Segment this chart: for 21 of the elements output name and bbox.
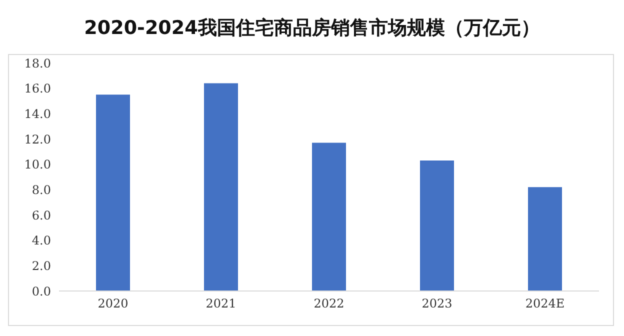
y-tick-label: 14.0 bbox=[24, 106, 51, 121]
y-tick-label: 0.0 bbox=[32, 284, 51, 298]
y-tick-label: 8.0 bbox=[32, 182, 51, 197]
x-tick-label: 2021 bbox=[206, 296, 236, 311]
x-tick-label: 2022 bbox=[314, 296, 344, 311]
y-tick-label: 2.0 bbox=[32, 258, 51, 273]
x-tick-label: 2023 bbox=[422, 296, 452, 311]
y-tick-label: 12.0 bbox=[24, 132, 51, 146]
bar bbox=[204, 83, 238, 291]
y-tick-label: 16.0 bbox=[24, 82, 51, 96]
bar bbox=[528, 187, 562, 291]
bar bbox=[312, 142, 346, 291]
x-tick-label: 2020 bbox=[98, 296, 128, 311]
x-tick-label: 2024E bbox=[525, 296, 565, 311]
y-tick-label: 10.0 bbox=[24, 158, 51, 172]
bar bbox=[96, 94, 130, 291]
chart-title: 2020-2024我国住宅商品房销售市场规模（万亿元） bbox=[83, 16, 541, 41]
y-tick-label: 4.0 bbox=[32, 234, 51, 248]
y-tick-label: 18.0 bbox=[24, 56, 51, 70]
y-tick-label: 6.0 bbox=[32, 208, 51, 222]
bar bbox=[420, 160, 454, 291]
